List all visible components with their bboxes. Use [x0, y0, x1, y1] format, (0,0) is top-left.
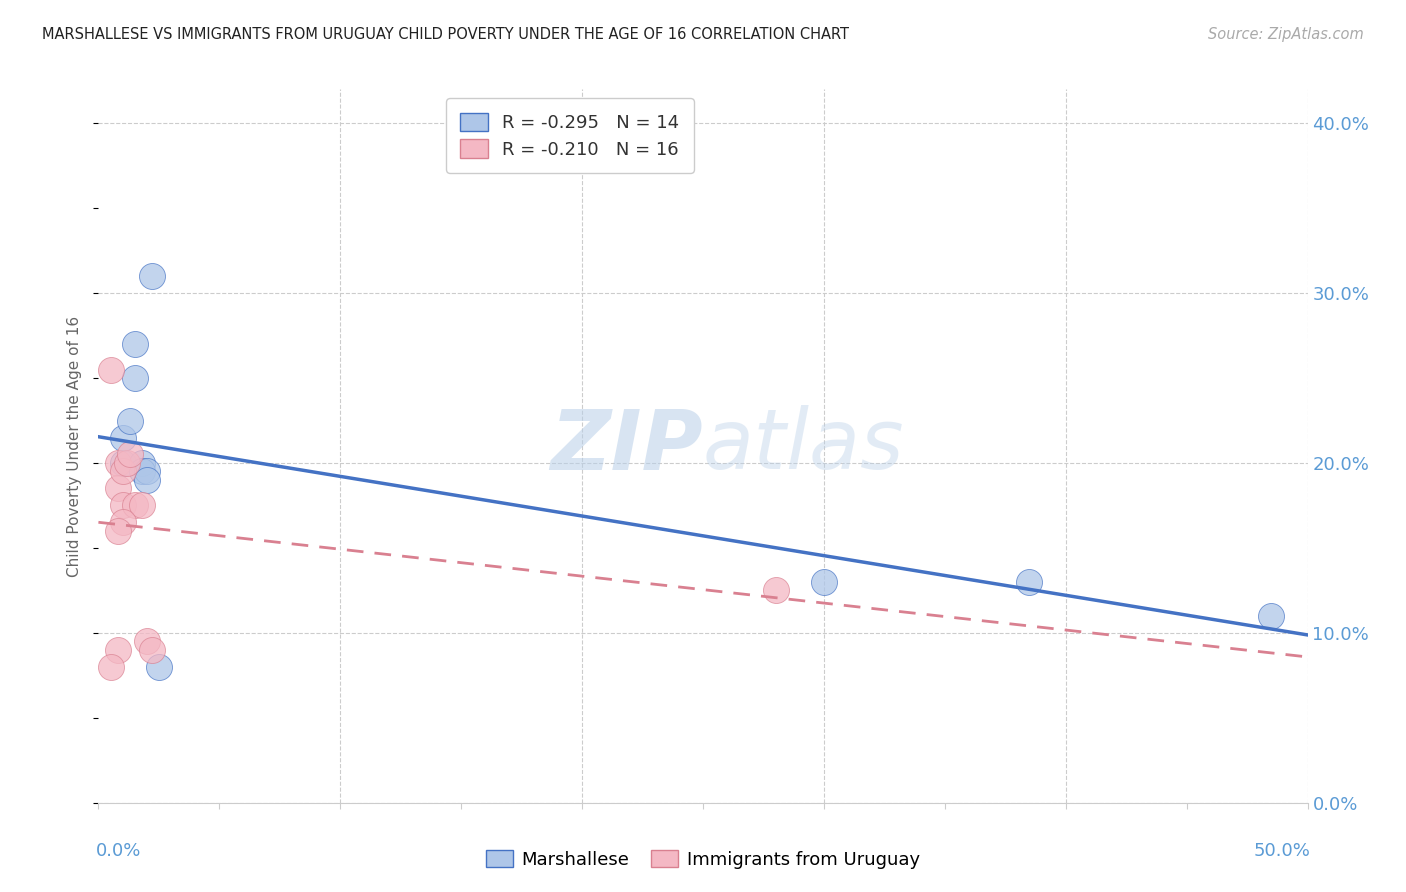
- Point: [107, 524, 129, 538]
- Point: [1260, 608, 1282, 623]
- Point: [107, 643, 129, 657]
- Text: Source: ZipAtlas.com: Source: ZipAtlas.com: [1208, 27, 1364, 42]
- Point: [100, 362, 122, 376]
- Point: [117, 456, 139, 470]
- Point: [111, 465, 134, 479]
- Point: [111, 430, 134, 444]
- Text: atlas: atlas: [703, 406, 904, 486]
- Point: [135, 465, 157, 479]
- Y-axis label: Child Poverty Under the Age of 16: Child Poverty Under the Age of 16: [67, 316, 83, 576]
- Legend: Marshallese, Immigrants from Uruguay: Marshallese, Immigrants from Uruguay: [478, 843, 928, 876]
- Point: [131, 456, 153, 470]
- Point: [118, 413, 141, 427]
- Text: 0.0%: 0.0%: [96, 842, 142, 860]
- Point: [124, 499, 146, 513]
- Point: [124, 371, 146, 385]
- Text: MARSHALLESE VS IMMIGRANTS FROM URUGUAY CHILD POVERTY UNDER THE AGE OF 16 CORRELA: MARSHALLESE VS IMMIGRANTS FROM URUGUAY C…: [42, 27, 849, 42]
- Point: [135, 473, 157, 487]
- Point: [148, 660, 170, 674]
- Point: [141, 269, 163, 284]
- Point: [124, 337, 146, 351]
- Text: 50.0%: 50.0%: [1253, 842, 1310, 860]
- Point: [100, 660, 122, 674]
- Point: [107, 482, 129, 496]
- Point: [131, 465, 153, 479]
- Text: ZIP: ZIP: [550, 406, 703, 486]
- Point: [111, 456, 134, 470]
- Point: [111, 499, 134, 513]
- Point: [765, 583, 787, 598]
- Point: [1018, 574, 1040, 589]
- Point: [118, 448, 141, 462]
- Point: [141, 643, 163, 657]
- Point: [111, 516, 134, 530]
- Point: [813, 574, 835, 589]
- Point: [131, 499, 153, 513]
- Point: [135, 634, 157, 648]
- Point: [107, 456, 129, 470]
